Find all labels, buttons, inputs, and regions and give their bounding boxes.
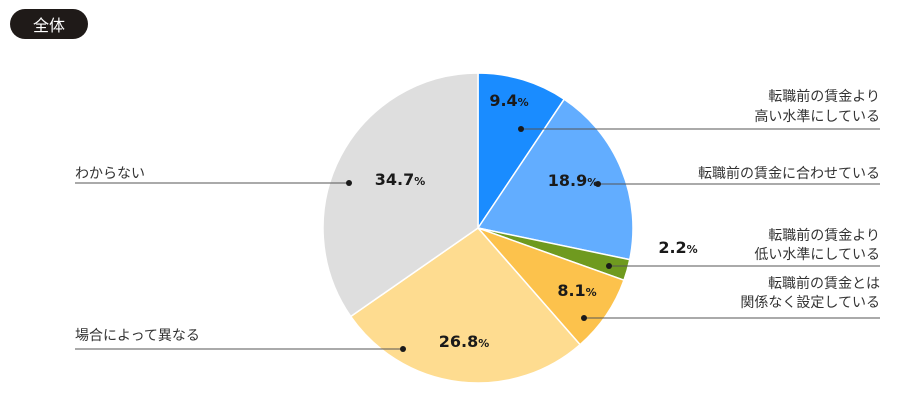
data-label: 9.4% [489,91,528,110]
category-label: 低い水準にしている [754,247,880,263]
category-label: わからない [75,166,145,182]
data-label: 8.1% [557,281,596,300]
data-label: 2.2% [658,238,697,257]
category-labels: 転職前の賃金より高い水準にしている転職前の賃金に合わせている転職前の賃金より低い… [75,88,880,344]
pie-slice [349,227,582,384]
leader-lines [75,126,880,352]
category-label: 転職前の賃金より [768,88,880,105]
category-label: 転職前の賃金に合わせている [698,165,880,182]
pie-slice [322,72,479,318]
leader-dot [595,181,601,187]
data-label: 26.8% [439,332,490,351]
group-badge: 全体 [10,9,88,39]
category-label: 転職前の賃金より [768,227,880,244]
category-label: 関係なく設定している [740,295,880,311]
category-label: 場合によって異なる [75,328,200,344]
pie-slice [477,72,566,231]
pie-slices [322,72,634,384]
category-label: 高い水準にしている [754,108,880,125]
leader-dot [346,180,352,186]
leader-dot [606,263,612,269]
data-label: 34.7% [375,170,426,189]
leader-dot [581,315,587,321]
category-label: 転職前の賃金とは [768,275,880,292]
leader-dot [400,346,406,352]
data-label: 18.9% [548,171,599,190]
pie-slice [476,98,634,261]
leader-dot [518,126,524,132]
data-labels: 9.4% 18.9% 2.2% 8.1% 26.8% 34.7% [375,91,698,351]
